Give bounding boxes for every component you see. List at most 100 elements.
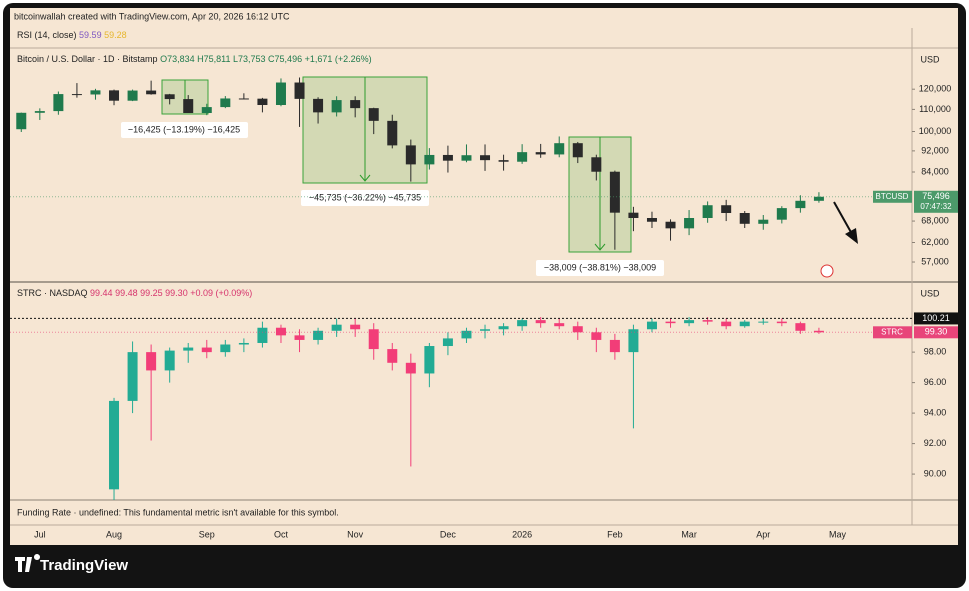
price-tag-name-label: STRC: [881, 327, 903, 336]
legend-item: 99.44: [90, 288, 113, 298]
y-tick-label: 92.00: [924, 438, 947, 448]
candle-body: [535, 152, 546, 155]
candle-body: [591, 332, 602, 340]
candle-body: [572, 143, 583, 158]
candle-body: [368, 108, 379, 121]
candle-body: [16, 112, 27, 130]
header: bitcoinwallah created with TradingView.c…: [14, 11, 290, 21]
funding-rate-note: Funding Rate · undefined: This fundament…: [17, 507, 339, 517]
candle-body: [665, 221, 676, 229]
x-tick-label: Nov: [347, 529, 364, 539]
candle-body: [257, 327, 268, 343]
y-tick-label: 90.00: [924, 468, 947, 478]
legend-item: +1,671 (+2.26%): [305, 54, 372, 64]
legend-item: +0.09 (+0.09%): [190, 288, 252, 298]
candle-body: [758, 219, 769, 224]
y-tick-label: 92,000: [921, 145, 949, 155]
legend-item: Bitcoin / U.S. Dollar · 1D · Bitstamp: [17, 54, 158, 64]
candle-body: [609, 339, 620, 353]
candle-body: [109, 400, 120, 490]
price-tag-name-label: BTCUSD: [876, 192, 909, 201]
x-tick-label: 2026: [512, 529, 532, 539]
candle-body: [405, 362, 416, 374]
candle-body: [164, 350, 175, 371]
currency: USD: [920, 288, 940, 298]
candle-body: [127, 352, 138, 401]
y-tick-label: 84,000: [921, 166, 949, 176]
legend: Bitcoin / U.S. Dollar · 1D · Bitstamp O7…: [17, 54, 372, 64]
candle-body: [424, 154, 435, 165]
candle-body: [368, 329, 379, 350]
candle-body: [702, 205, 713, 219]
measure-boxes: −16,425 (−13.19%) −16,425 −45,735 (−36.2…: [121, 76, 664, 276]
candle-body: [758, 321, 769, 323]
price-tag-name: [873, 326, 912, 339]
y-tick-label: 68,000: [921, 215, 949, 225]
candle-body: [313, 330, 324, 340]
x-tick-label: Apr: [756, 529, 770, 539]
candle-body: [387, 120, 398, 146]
legend-item: 99.25: [140, 288, 163, 298]
candle-body: [721, 321, 732, 327]
rsi-value: 59.28: [104, 30, 127, 40]
price-tag-countdown: 07:47:32: [920, 202, 952, 211]
candle-body: [331, 100, 342, 113]
candle-body: [146, 352, 157, 371]
candle-body: [294, 335, 305, 340]
measure-arrowhead: [359, 174, 371, 182]
measure-label-box: [536, 260, 664, 276]
candle-body: [294, 82, 305, 99]
candle-body: [90, 90, 101, 95]
x-tick-label: Feb: [607, 529, 623, 539]
chart-area: [10, 8, 958, 545]
candle-body: [350, 324, 361, 330]
candle-body: [109, 90, 120, 101]
candle-body: [554, 143, 565, 155]
candle-body: [628, 212, 639, 219]
legend-item: O73,834: [160, 54, 195, 64]
candle-body: [183, 347, 194, 351]
y-tick-label: 98.00: [924, 347, 947, 357]
measure-label-box: [121, 122, 248, 138]
reference-label: 100.21: [922, 313, 950, 323]
candle-body: [646, 321, 657, 330]
candle-body: [684, 320, 695, 324]
candle-body: [442, 154, 453, 161]
candle-body: [146, 90, 157, 95]
candle-body: [776, 321, 787, 324]
candle-body: [702, 320, 713, 322]
candle-body: [238, 342, 249, 345]
candle-body: [813, 330, 824, 333]
legend-item: STRC · NASDAQ: [17, 288, 88, 298]
y-tick-label: 120,000: [919, 84, 952, 94]
candle-body: [461, 330, 472, 339]
brand-logo: [15, 554, 40, 572]
legend-item: C75,496: [268, 54, 302, 64]
legend-item: H75,811: [197, 54, 230, 64]
x-tick-label: Jul: [34, 529, 46, 539]
candle-body: [739, 213, 750, 224]
candle-body: [405, 145, 416, 165]
reference-tag: [914, 312, 958, 325]
candle-body: [480, 155, 491, 161]
measure-label: −45,735 (−36.22%) −45,735: [309, 192, 421, 202]
candle-body: [238, 98, 249, 100]
x-tick-label: May: [829, 529, 847, 539]
candle-body: [164, 94, 175, 100]
candle-body: [53, 94, 64, 112]
candle-body: [220, 98, 231, 108]
candle-body: [387, 349, 398, 363]
candle-body: [498, 326, 509, 330]
candle-body: [721, 205, 732, 214]
price-tag-label: 99.30: [925, 327, 948, 337]
candle-body: [684, 218, 695, 229]
candle-body: [34, 111, 45, 113]
candle-body: [71, 94, 82, 96]
candle-body: [609, 171, 620, 213]
candle-body: [813, 196, 824, 201]
trend-arrow: [833, 201, 853, 235]
rsi-label: RSI (14, close): [17, 30, 77, 40]
legend-item: 99.30: [165, 288, 188, 298]
candle-body: [517, 152, 528, 162]
candle-body: [535, 320, 546, 324]
